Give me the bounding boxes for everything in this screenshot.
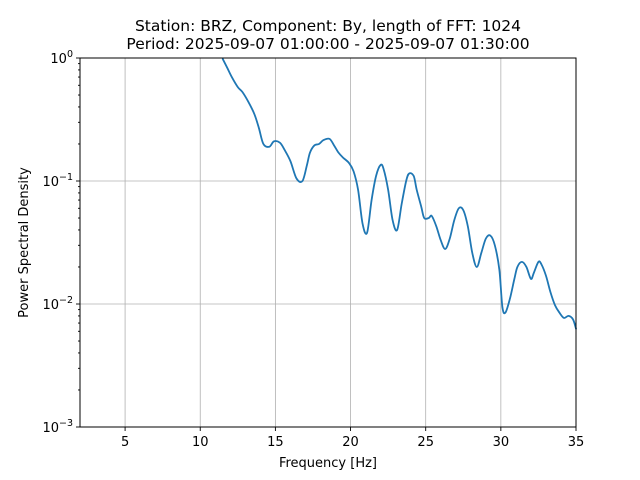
- y-axis-ticks: 10−3 10−2 10−1 100: [42, 49, 80, 436]
- chart-title-line-2: Period: 2025-09-07 01:00:00 - 2025-09-07…: [126, 35, 529, 53]
- y-tick-label: 100: [50, 49, 73, 67]
- x-tick-label: 10: [192, 435, 209, 450]
- y-tick-label: 10−1: [42, 172, 73, 190]
- x-axis-label: Frequency [Hz]: [279, 456, 377, 471]
- x-tick-label: 15: [267, 435, 284, 450]
- y-axis-label: Power Spectral Density: [17, 167, 32, 318]
- x-tick-label: 20: [342, 435, 359, 450]
- series-layer: [221, 58, 577, 330]
- x-tick-label: 25: [417, 435, 434, 450]
- x-tick-label: 30: [493, 435, 510, 450]
- y-tick-label: 10−2: [42, 295, 73, 313]
- x-tick-label: 35: [568, 435, 585, 450]
- x-tick-label: 5: [121, 435, 129, 450]
- y-tick-label: 10−3: [42, 418, 73, 436]
- psd-series-line: [221, 58, 577, 330]
- x-axis-ticks: 5 10 15 20 25 30 35: [121, 427, 584, 450]
- chart-title-line-1: Station: BRZ, Component: By, length of F…: [135, 17, 521, 35]
- axes-frame: [79, 57, 577, 428]
